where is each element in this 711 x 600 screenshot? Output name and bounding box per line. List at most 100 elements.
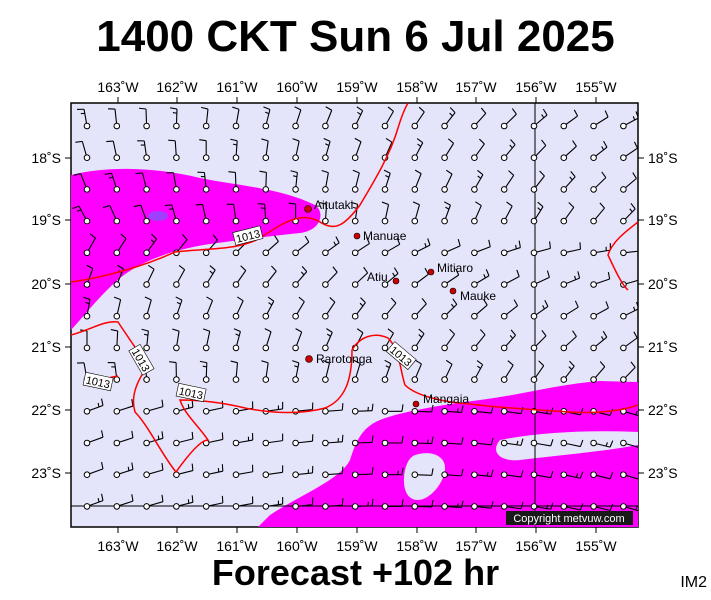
- wind-station: [530, 503, 538, 510]
- wind-barb-feather: [550, 470, 554, 478]
- wind-station: [322, 312, 329, 320]
- wind-station: [351, 122, 359, 130]
- place-aitutaki: Aitutaki: [304, 198, 353, 213]
- rain-area-heavy: [148, 211, 168, 221]
- wind-barb-feather: [371, 498, 374, 506]
- wind-barb-feather: [261, 138, 269, 142]
- wind-barb-feather: [569, 360, 575, 367]
- wind-station: [322, 408, 329, 415]
- wind-station: [143, 376, 150, 383]
- wind-barb-feather: [520, 406, 524, 414]
- wind-station: [471, 217, 478, 225]
- wind-station: [262, 249, 270, 257]
- wind-barb-feather: [233, 328, 241, 332]
- wind-barb-feather: [387, 328, 394, 334]
- wind-station: [351, 249, 359, 257]
- wind-barb-feather: [202, 365, 207, 368]
- wind-station: [500, 503, 508, 510]
- wind-station: [143, 471, 150, 479]
- wind-barb-feather: [323, 137, 331, 142]
- wind-barb-feather: [321, 169, 329, 174]
- wind-barb-feather: [456, 503, 459, 508]
- latitude-label: 23˚S: [648, 465, 678, 481]
- longitude-axis-top: 163˚W 162˚W 161˚W 160˚W 159˚W 158˚W 157˚W 156˚W…: [97, 79, 617, 103]
- wind-barb-feather: [445, 206, 450, 210]
- wind-station: [560, 376, 568, 383]
- longitude-label: 159˚W: [336, 79, 378, 95]
- wind-barb-feather: [150, 239, 155, 243]
- wind-barb-feather: [181, 234, 188, 240]
- wind-barb-feather: [601, 171, 607, 178]
- wind-barb-feather: [268, 302, 273, 306]
- wind-station: [530, 344, 538, 352]
- wind-station: [83, 249, 91, 257]
- wind-station: [351, 217, 359, 225]
- wind-barb-feather: [550, 502, 554, 510]
- wind-barb-feather: [201, 106, 209, 110]
- wind-barb-feather: [508, 170, 515, 176]
- wind-barb-feather: [427, 439, 429, 444]
- wind-barb-feather: [89, 233, 96, 239]
- wind-barb-feather: [86, 264, 94, 270]
- wind-station: [292, 154, 299, 161]
- wind-station: [620, 503, 627, 510]
- wind-barb-feather: [274, 235, 279, 242]
- wind-station: [471, 439, 478, 447]
- wind-barb-feather: [101, 461, 104, 469]
- wind-barb-feather: [416, 138, 424, 144]
- wind-barb-feather: [170, 107, 178, 110]
- wind-barb-feather: [288, 202, 296, 205]
- wind-barb-feather: [294, 365, 299, 368]
- wind-station: [560, 154, 568, 161]
- wind-station: [83, 471, 91, 479]
- wind-station: [500, 281, 508, 288]
- wind-barb-feather: [259, 170, 267, 173]
- wind-barb-feather: [191, 463, 194, 471]
- wind-barb-feather: [292, 360, 300, 364]
- wind-station: [620, 439, 627, 447]
- wind-barb-feather: [326, 328, 333, 333]
- wind-station: [411, 376, 419, 383]
- wind-barb-feather: [488, 239, 491, 247]
- wind-barb-feather: [101, 430, 104, 438]
- latitude-axis-left: 18˚S 19˚S 20˚S 21˚S 22˚S 23˚S: [31, 150, 71, 481]
- latitude-label: 19˚S: [648, 212, 678, 228]
- wind-barb-feather: [461, 437, 464, 445]
- wind-barb-feather: [461, 405, 464, 413]
- wind-barb-feather: [549, 241, 551, 249]
- wind-barb-feather: [445, 169, 453, 175]
- wind-barb-feather: [371, 435, 374, 443]
- wind-station: [232, 344, 240, 352]
- wind-barb-feather: [113, 296, 121, 301]
- wind-barb-feather: [635, 410, 638, 416]
- wind-station: [590, 186, 597, 193]
- wind-station: [381, 471, 389, 479]
- wind-barb-feather: [418, 106, 425, 113]
- place-label: Mauke: [460, 289, 496, 303]
- longitude-label: 158˚W: [396, 79, 438, 95]
- wind-station: [530, 186, 538, 193]
- wind-station: [381, 122, 389, 130]
- wind-station: [590, 122, 597, 130]
- wind-barb-feather: [478, 138, 485, 145]
- wind-station: [202, 249, 210, 257]
- wind-station: [292, 312, 299, 320]
- wind-barb-feather: [572, 140, 577, 147]
- wind-barb-feather: [600, 336, 604, 341]
- place-label: Rarotonga: [316, 352, 372, 366]
- wind-barb-feather: [120, 233, 127, 239]
- map-title: 1400 CKT Sun 6 Jul 2025: [96, 12, 615, 61]
- wind-barb-feather: [457, 239, 461, 247]
- wind-station: [381, 503, 389, 510]
- wind-station: [560, 503, 568, 510]
- wind-barb-feather: [482, 298, 488, 306]
- wind-barb-feather: [326, 333, 331, 337]
- wind-barb-feather: [609, 472, 614, 480]
- wind-barb-feather: [509, 335, 514, 339]
- wind-station: [411, 249, 419, 257]
- wind-station: [471, 281, 478, 288]
- wind-station: [351, 503, 359, 510]
- wind-station: [590, 217, 597, 225]
- wind-station: [232, 471, 240, 479]
